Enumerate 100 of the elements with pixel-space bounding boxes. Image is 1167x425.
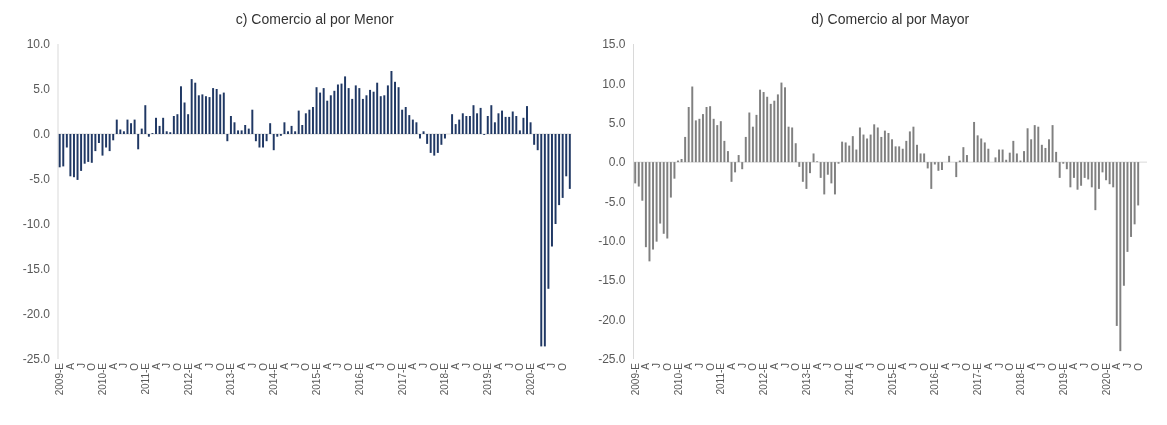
x-tick-label: A [726,362,738,370]
x-tick-label: O [257,362,269,371]
x-tick-label: J [375,363,387,368]
x-tick-label: J [822,363,834,368]
y-tick-label: 5.0 [33,82,51,97]
x-tick-label: A [535,362,547,370]
x-tick-label: J [651,363,663,368]
y-tick-label: -20.0 [22,307,51,322]
x-tick-label: A [897,362,909,370]
x-tick-label: J [907,363,919,368]
x-tick-label: A [768,362,780,370]
x-tick-label: A [811,362,823,370]
x-tick-label: A [193,362,205,370]
x-tick-label: A [407,362,419,370]
x-tick-label: 2009-E [54,362,66,396]
x-tick-label: J [118,363,130,368]
x-tick-label: 2017-E [396,362,408,396]
x-tick-label: 2019-E [482,362,494,396]
x-tick-label: A [364,362,376,370]
x-tick-label: O [214,362,226,371]
x-tick-label: O [471,362,483,371]
chart-title: c) Comercio al por Menor [235,11,395,27]
x-tick-label: J [865,363,877,368]
x-tick-label: A [640,362,652,370]
x-tick-label: A [278,362,290,370]
y-tick-label: -15.0 [598,273,626,288]
x-tick-label: J [332,363,344,368]
x-tick-label: 2010-E [97,362,108,396]
x-tick-label: J [204,363,216,368]
x-tick-label: O [918,362,930,371]
x-tick-label: 2018-E [1014,362,1026,396]
x-tick-label: O [875,362,887,371]
x-tick-label: 2010-E [672,362,684,396]
y-tick-label: 0.0 [33,127,51,142]
x-tick-label: 2018-E [439,362,451,396]
y-tick-label: -10.0 [22,217,51,232]
x-tick-label: 2015-E [311,362,323,396]
x-tick-label: O [428,362,440,371]
x-tick-label: J [75,363,87,368]
y-tick-label: 15.0 [602,37,626,52]
x-tick-label: O [514,362,526,371]
x-tick-label: 2011-E [139,362,151,395]
x-tick-label: O [557,362,569,371]
x-tick-label: A [683,362,695,370]
x-tick-label: O [1132,362,1144,371]
x-tick-label: 2019-E [1057,362,1069,396]
x-tick-label: J [418,363,430,368]
x-tick-label: 2012-E [758,362,770,396]
x-tick-label: O [1047,362,1059,371]
x-tick-label: A [1025,362,1037,370]
x-tick-label: J [246,363,258,368]
y-tick-label: -10.0 [598,234,626,249]
x-tick-label: O [790,362,802,371]
y-tick-label: 10.0 [26,37,51,52]
x-tick-label: J [1121,363,1133,368]
x-tick-label: A [492,362,504,370]
chart-title: d) Comercio al por Mayor [811,11,970,27]
x-tick-label: J [546,363,558,368]
x-tick-label: J [503,363,515,368]
x-tick-label: J [993,363,1005,368]
x-tick-label: J [1079,363,1091,368]
x-tick-label: A [150,362,162,370]
x-tick-label: 2016-E [353,362,365,396]
x-tick-label: J [289,363,301,368]
x-tick-label: O [385,362,397,371]
x-tick-label: J [693,363,705,368]
x-tick-label: 2015-E [886,362,898,396]
x-tick-label: A [982,362,994,370]
x-tick-label: O [171,362,183,371]
x-tick-label: 2017-E [972,362,984,396]
x-tick-label: J [779,363,791,368]
x-tick-label: 2020-E [525,362,537,396]
x-tick-label: O [833,362,845,371]
x-tick-label: O [704,362,716,371]
x-tick-label: A [321,362,333,370]
x-tick-label: O [661,362,673,371]
x-tick-label: 2020-E [1100,362,1112,396]
x-tick-label: A [854,362,866,370]
x-tick-label: O [961,362,973,371]
x-tick-label: 2014-E [843,362,855,396]
x-tick-label: J [1036,363,1048,368]
x-tick-label: A [64,362,76,370]
x-tick-label: A [1068,362,1080,370]
x-tick-label: J [736,363,748,368]
x-tick-label: 2011-E [715,362,727,395]
x-tick-label: 2016-E [929,362,941,396]
x-tick-label: A [107,362,119,370]
y-tick-label: -5.0 [29,172,51,187]
x-tick-label: O [86,362,98,371]
x-tick-label: O [1004,362,1016,371]
y-tick-label: -25.0 [598,352,626,367]
y-tick-label: -5.0 [604,194,626,209]
y-tick-label: -25.0 [22,352,51,367]
x-tick-label: J [460,363,472,368]
x-tick-label: 2013-E [225,362,237,396]
x-tick-label: O [300,362,312,371]
x-tick-label: J [950,363,962,368]
x-tick-label: J [161,363,173,368]
x-tick-label: 2013-E [800,362,812,396]
x-tick-label: A [940,362,952,370]
